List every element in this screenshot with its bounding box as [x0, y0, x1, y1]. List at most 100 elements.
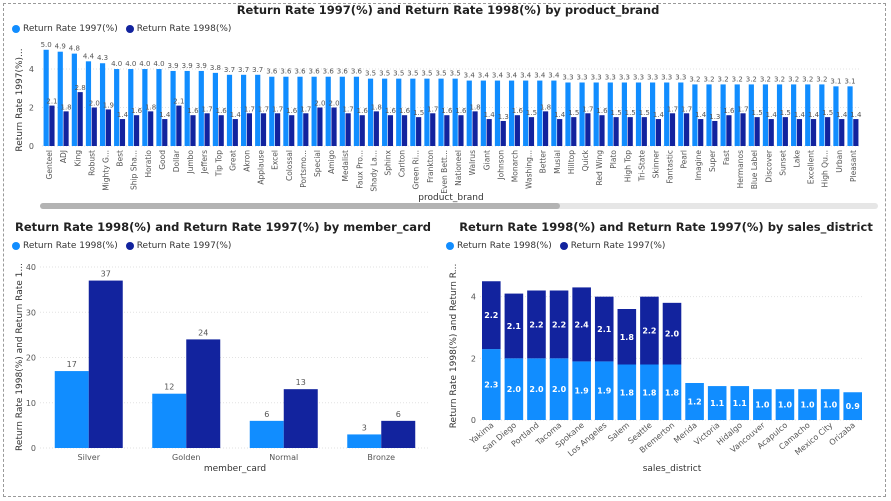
data-label-1998: 1.7: [582, 105, 593, 113]
bar-1998: [594, 361, 614, 420]
bar-1997: [128, 69, 134, 146]
member-chart-panel[interactable]: Return Rate 1998(%) and Return Rate 1997…: [8, 214, 438, 497]
data-label-1997: 4.8: [69, 45, 80, 53]
legend-label: Return Rate 1998(%): [23, 241, 118, 251]
bar-1998: [698, 119, 704, 146]
bar-1997: [593, 82, 599, 146]
bar-1997: [537, 80, 543, 146]
data-label-1998: 1.6: [512, 107, 524, 115]
x-tick-label: Portsmo...: [299, 150, 308, 188]
x-tick-label: Orizaba: [828, 421, 858, 448]
bar-1998: [730, 386, 750, 420]
bar-1998: [627, 117, 633, 146]
bar-1997: [212, 72, 218, 146]
bar-1997: [142, 69, 148, 146]
x-tick-label: Robust: [87, 150, 96, 176]
x-axis-title: sales_district: [643, 464, 702, 474]
x-axis-title: member_card: [204, 464, 266, 474]
data-label-1997: 3.3: [647, 73, 658, 81]
bar-1998: [260, 113, 267, 146]
bar-1998: [527, 358, 546, 420]
data-label-1997: 3.2: [774, 75, 785, 83]
bar-1998: [662, 364, 682, 420]
x-tick-label: Fast: [722, 150, 731, 165]
bar-1997: [156, 69, 162, 146]
bar-1997: [311, 76, 317, 146]
x-tick-label: Hilltop: [567, 150, 576, 174]
bar-1997: [339, 76, 345, 146]
brand-chart-panel[interactable]: Return Rate 1997(%) and Return Rate 1998…: [8, 0, 888, 212]
bar-1997: [466, 80, 472, 146]
bar-1997: [226, 74, 233, 146]
bar-1997: [114, 69, 120, 146]
data-label-1998: 1.6: [399, 107, 411, 115]
bar-1998: [387, 115, 394, 146]
bar-1998: [796, 119, 803, 146]
x-tick-label: Nationeel: [454, 150, 463, 186]
data-label-1997: 3.7: [252, 66, 263, 74]
data-label-1998: 1.2: [688, 398, 702, 407]
data-label-1997: 3.4: [478, 72, 490, 80]
data-label-1997: 3.3: [661, 73, 672, 81]
bar-1997: [43, 49, 49, 146]
data-label-1997: 3.6: [351, 68, 363, 76]
x-tick-label: Horatio: [144, 150, 153, 178]
data-label-1997: 3.2: [732, 75, 743, 83]
data-label-1998: 1.5: [568, 109, 579, 117]
x-tick-label: Washing...: [525, 150, 534, 189]
bar-1998: [430, 113, 436, 146]
scrollbar-thumb[interactable]: [40, 203, 560, 209]
data-label-1997: 3.2: [802, 75, 813, 83]
data-label-1998: 1.3: [709, 113, 720, 121]
bar-1998: [347, 434, 382, 448]
bar-1998: [712, 120, 718, 146]
data-label-1998: 1.1: [710, 399, 725, 408]
bar-1997: [594, 296, 614, 362]
data-label-1997: 3.3: [633, 73, 644, 81]
data-label-1997: 4.0: [111, 60, 122, 68]
bar-1997: [579, 82, 585, 146]
data-label-1998: 1.6: [286, 107, 298, 115]
bar-1997: [762, 84, 769, 146]
brand-chart-scrollbar[interactable]: [40, 203, 878, 209]
data-label-1997: 3.4: [506, 72, 518, 80]
bar-1997: [662, 302, 682, 365]
bar-1998: [289, 115, 295, 146]
data-label-1997: 4.9: [55, 43, 66, 51]
district-chart-panel[interactable]: Return Rate 1998(%) and Return Rate 1997…: [444, 214, 888, 497]
bar-1997: [508, 80, 515, 146]
data-label-1998: 1.5: [611, 109, 622, 117]
data-label-1998: 2.1: [46, 98, 57, 106]
bar-1998: [218, 115, 224, 146]
legend-dot-1997-icon: [125, 242, 134, 250]
bar-1997: [833, 86, 839, 146]
x-tick-label: High Qu...: [821, 150, 830, 187]
bar-1998: [542, 111, 549, 146]
x-tick-label: Tip Top: [214, 150, 223, 177]
data-label-1997: 3.3: [675, 73, 686, 81]
data-label-1997: 3.6: [280, 68, 292, 76]
bar-1997: [396, 78, 402, 146]
x-tick-label: Great: [228, 150, 237, 171]
data-label-1997: 3.6: [309, 68, 321, 76]
bar-1997: [791, 84, 797, 146]
x-tick-label: Discover: [764, 149, 773, 183]
legend-dot-1997-icon: [559, 242, 568, 250]
y-axis-title: Return Rate 1997(%)...: [15, 48, 25, 151]
y-tick-label: 20: [26, 354, 36, 363]
data-label-1998: 1.5: [780, 109, 791, 117]
data-label-1997: 3.1: [844, 77, 855, 85]
data-label-1998: 1.9: [103, 101, 114, 109]
data-label-1998: 1.5: [625, 109, 636, 117]
data-label-1997: 3.6: [294, 68, 306, 76]
data-label-1998: 17: [67, 360, 77, 369]
bar-1998: [617, 364, 637, 420]
bar-1997: [776, 84, 783, 146]
x-tick-label: Golden: [172, 453, 200, 462]
x-tick-label: Imagine: [694, 150, 703, 181]
x-tick-label: Jumbo: [186, 150, 195, 175]
x-tick-label: Plato: [609, 150, 618, 169]
data-label-1998: 2.0: [89, 100, 100, 108]
data-label-1997: 3.6: [266, 68, 278, 76]
x-tick-label: Pleasant: [849, 150, 858, 182]
